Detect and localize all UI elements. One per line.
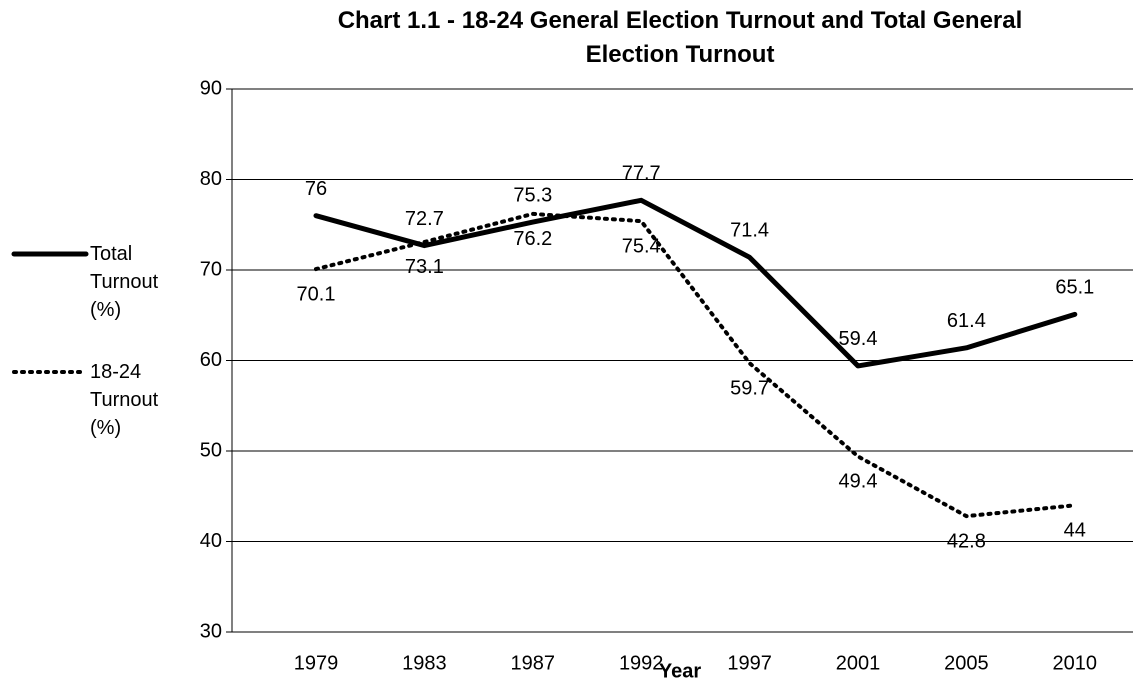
- data-label: 77.7: [622, 163, 661, 185]
- x-tick-label: 1979: [294, 652, 339, 674]
- data-label: 49.4: [839, 471, 878, 493]
- data-label: 75.3: [513, 184, 552, 206]
- y-tick-label: 90: [200, 77, 222, 99]
- x-tick-label: 1992: [619, 652, 664, 674]
- x-axis-label: Year: [659, 660, 701, 681]
- series-line: [314, 211, 1077, 519]
- data-label: 76: [305, 178, 327, 200]
- data-label: 72.7: [405, 208, 444, 230]
- data-label: 73.1: [405, 256, 444, 278]
- y-tick-label: 50: [200, 439, 222, 461]
- y-tick-label: 70: [200, 258, 222, 280]
- legend-label: Total Turnout (%): [90, 243, 159, 321]
- y-tick-label: 80: [200, 168, 222, 190]
- legend-label: 18-24 Turnout (%): [90, 361, 159, 439]
- y-tick-label: 30: [200, 620, 222, 642]
- series-line: [313, 197, 1078, 369]
- x-tick-label: 2010: [1053, 652, 1098, 674]
- chart-title: Chart 1.1 - 18-24 General Election Turno…: [337, 7, 1023, 68]
- data-label: 75.4: [622, 235, 661, 257]
- data-label: 42.8: [947, 530, 986, 552]
- data-label: 59.4: [839, 328, 878, 350]
- data-label: 70.1: [297, 283, 336, 305]
- x-tick-label: 1997: [727, 652, 772, 674]
- data-label: 71.4: [730, 220, 769, 242]
- y-tick-label: 40: [200, 530, 222, 552]
- x-tick-label: 1983: [402, 652, 447, 674]
- data-label: 59.7: [730, 377, 769, 399]
- data-label: 76.2: [513, 228, 552, 250]
- x-tick-label: 1987: [511, 652, 556, 674]
- x-tick-label: 2005: [944, 652, 989, 674]
- data-label: 44: [1064, 520, 1086, 542]
- data-label: 65.1: [1055, 277, 1094, 299]
- y-tick-label: 60: [200, 349, 222, 371]
- data-label: 61.4: [947, 310, 986, 332]
- x-tick-label: 2001: [836, 652, 881, 674]
